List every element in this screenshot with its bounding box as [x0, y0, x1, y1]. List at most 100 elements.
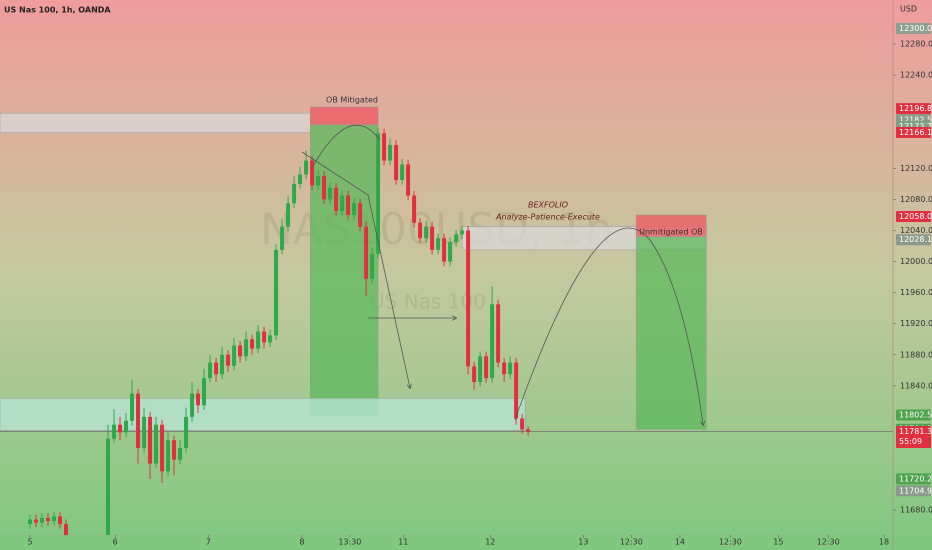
candle-body [382, 133, 387, 161]
candle-body [52, 516, 57, 522]
y-tick-label: 11840.0 [900, 381, 932, 390]
candle-body [340, 195, 345, 212]
x-tick-label: 12:30 [719, 538, 742, 547]
x-tick-label: 6 [113, 538, 118, 547]
price-tag [896, 425, 931, 448]
y-tick-label: 12080.0 [900, 195, 932, 204]
y-tick-label: 12240.0 [900, 71, 932, 80]
price-tag [896, 127, 931, 139]
candle-body [424, 226, 429, 239]
price-tag [896, 409, 931, 421]
candle-body [124, 420, 129, 433]
candle-body [430, 226, 435, 250]
chart-title: US Nas 100, 1h, OANDA [4, 6, 111, 15]
candle-body [274, 249, 279, 336]
candle-body [160, 424, 165, 472]
y-tick-label: 12040.0 [900, 226, 932, 235]
candle-body [502, 362, 507, 375]
price-tag-label: 12196.8 [899, 104, 932, 113]
zone [0, 398, 526, 431]
x-tick-label: 12:30 [817, 538, 840, 547]
candle-body [226, 354, 231, 366]
candle-body [40, 517, 45, 523]
price-tag [896, 473, 931, 485]
price-tag [896, 234, 931, 246]
price-tag-label: 12028.1 [899, 235, 932, 244]
candle-body [322, 176, 327, 200]
drawings [301, 124, 703, 425]
candle-body [376, 133, 381, 254]
candle-body [454, 234, 459, 243]
candle-body [154, 424, 159, 464]
price-tag [896, 485, 931, 497]
price-tag-label: 11781.3 [899, 427, 932, 436]
candle-body [472, 366, 477, 382]
x-tick-label: 7 [206, 538, 211, 547]
candle-body [514, 362, 519, 419]
zone [310, 106, 379, 126]
price-tag-label: 12166.1 [899, 128, 932, 137]
candle-body [196, 393, 201, 406]
candle-body [406, 164, 411, 196]
x-tick-label: 15 [773, 538, 783, 547]
candle-body [370, 253, 375, 279]
candle-body [166, 440, 171, 472]
x-tick-label: 11 [398, 538, 408, 547]
candle-body [232, 345, 237, 366]
candle-body [64, 524, 69, 535]
candle-body [310, 160, 315, 186]
candle-body [478, 356, 483, 382]
x-tick-label: 13 [578, 538, 588, 547]
y-tick-label: 11680.0 [900, 506, 932, 515]
price-tag-label: 12173.7 [899, 122, 932, 131]
x-tick-label: 14 [675, 538, 685, 547]
candle-body [496, 304, 501, 363]
candle-body [490, 304, 495, 379]
price-tag [896, 23, 931, 35]
y-tick-label: 12280.0 [900, 40, 932, 49]
candle-body [190, 393, 195, 417]
annotation: Unmitigated OB [639, 228, 703, 237]
price-tag-label: 11720.2 [899, 474, 932, 483]
price-tag-label: 11802.5 [899, 410, 932, 419]
currency-label: USD [900, 5, 917, 14]
x-tick-label: 13:30 [338, 538, 361, 547]
candle-body [352, 203, 357, 215]
x-tick-label: 8 [299, 538, 304, 547]
candle-body [526, 429, 531, 432]
candle-body [484, 356, 489, 379]
x-tick-label: 12:30 [620, 538, 643, 547]
candle-body [208, 362, 213, 379]
candle-body [520, 418, 525, 430]
candle-body [448, 242, 453, 262]
candle-body [220, 354, 225, 375]
price-tag-label: 12182.5 [899, 115, 932, 124]
zone [635, 236, 707, 430]
candle-body [238, 345, 243, 357]
candle-body [262, 331, 267, 343]
candle-body [334, 187, 339, 212]
candle-body [118, 424, 123, 433]
candle-body [178, 447, 183, 460]
candle-body [412, 195, 417, 223]
path-arrow [301, 151, 410, 388]
candle-body [292, 183, 297, 204]
candle-body [214, 362, 219, 375]
y-tick-label: 11920.0 [900, 319, 932, 328]
candle-body [298, 174, 303, 184]
candle-body [148, 416, 153, 464]
candle-body [28, 519, 33, 525]
candle-body [250, 339, 255, 349]
price-tag [896, 211, 931, 223]
curve-arrow [514, 227, 703, 425]
candle-body [202, 378, 207, 406]
candle-body [172, 440, 177, 460]
candle-body [256, 331, 261, 349]
candle-body [508, 362, 513, 375]
candle-body [286, 203, 291, 227]
y-tick-label: 12000.0 [900, 257, 932, 266]
candle-body [136, 393, 141, 448]
candle-body [442, 238, 447, 262]
